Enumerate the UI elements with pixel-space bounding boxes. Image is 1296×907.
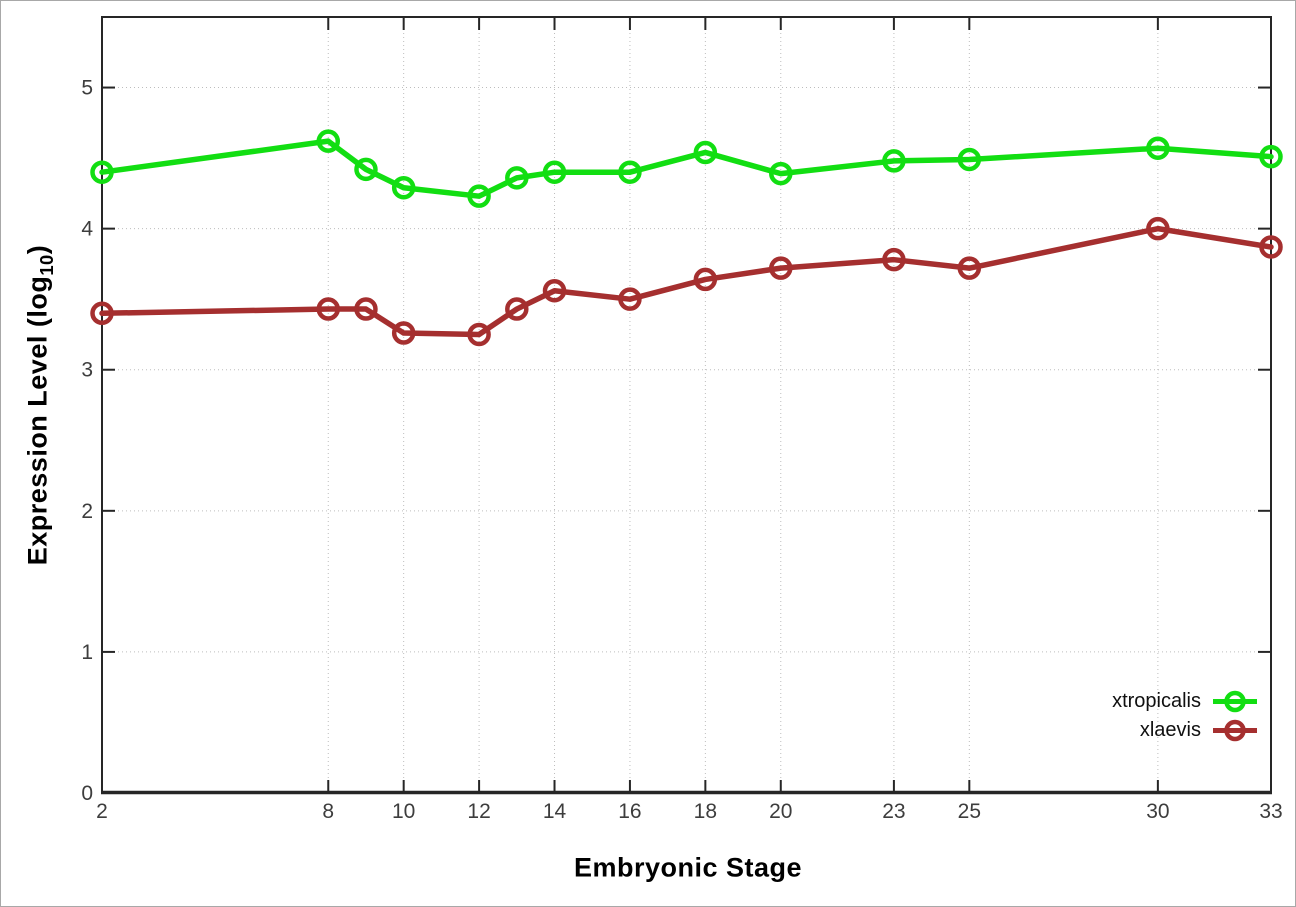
x-tick-label: 16 [618,800,641,823]
marker-xlaevis [882,247,906,272]
x-tick-label: 33 [1259,800,1282,823]
x-tick-label: 20 [769,800,792,823]
y-tick-label: 0 [81,782,93,805]
marker-xtropicalis [618,160,642,184]
y-axis-title-subscript: 10 [35,254,57,276]
marker-xtropicalis [90,160,114,184]
marker-xlaevis [693,267,718,292]
marker-xlaevis [1259,235,1283,259]
x-tick-label: 23 [882,800,905,823]
legend-label: xtropicalis [1112,690,1201,712]
legend-sample-line-icon [1213,690,1257,713]
marker-xlaevis [505,297,529,321]
legend: xtropicalis xlaevis [1112,687,1259,745]
marker-xlaevis [1146,216,1170,241]
y-tick-label: 1 [81,641,93,664]
marker-xlaevis [769,256,793,280]
marker-xtropicalis [467,184,491,208]
marker-xlaevis [316,297,341,321]
plot-border [101,16,1272,794]
legend-sample-line-icon [1213,719,1257,742]
marker-xtropicalis [769,161,793,186]
marker-xtropicalis [882,149,906,173]
marker-xlaevis [467,322,491,347]
legend-label: xlaevis [1139,719,1201,741]
legend-item-xlaevis: xlaevis [1112,716,1259,745]
x-tick-label: 14 [543,800,567,823]
marker-xlaevis [354,297,378,321]
marker-xlaevis [391,321,416,345]
y-tick-label: 4 [81,218,93,241]
marker-xtropicalis [391,175,416,200]
marker-xtropicalis [316,129,341,153]
x-tick-label: 2 [96,800,108,823]
marker-xlaevis [90,301,114,326]
marker-xtropicalis [505,166,529,190]
y-tick-label: 5 [81,77,93,100]
marker-xtropicalis [354,157,378,182]
legend-item-xtropicalis: xtropicalis [1112,687,1259,716]
y-axis-title-text: Expression Level (log [22,275,53,566]
series-line-xtropicalis [99,138,1274,199]
y-axis-title-close-paren: ) [22,244,53,255]
marker-xtropicalis [693,140,718,165]
y-tick-label: 2 [81,500,93,523]
x-axis-title: Embryonic Stage [573,852,803,883]
y-axis-title: Expression Level (log10) [22,244,57,566]
marker-xtropicalis [542,160,567,184]
x-tick-label: 12 [467,800,490,823]
x-tick-label: 18 [694,800,717,823]
marker-xlaevis [618,287,642,311]
marker-xlaevis [957,256,982,280]
x-tick-label: 25 [958,800,981,823]
marker-xlaevis [542,278,567,303]
series-line-xlaevis [99,225,1274,338]
marker-xtropicalis [1259,144,1283,169]
x-tick-label: 8 [322,800,334,823]
x-tick-label: 30 [1146,800,1169,823]
marker-xtropicalis [957,147,982,172]
marker-xtropicalis [1146,136,1170,160]
y-tick-label: 3 [81,359,93,382]
x-tick-label: 10 [392,800,415,823]
